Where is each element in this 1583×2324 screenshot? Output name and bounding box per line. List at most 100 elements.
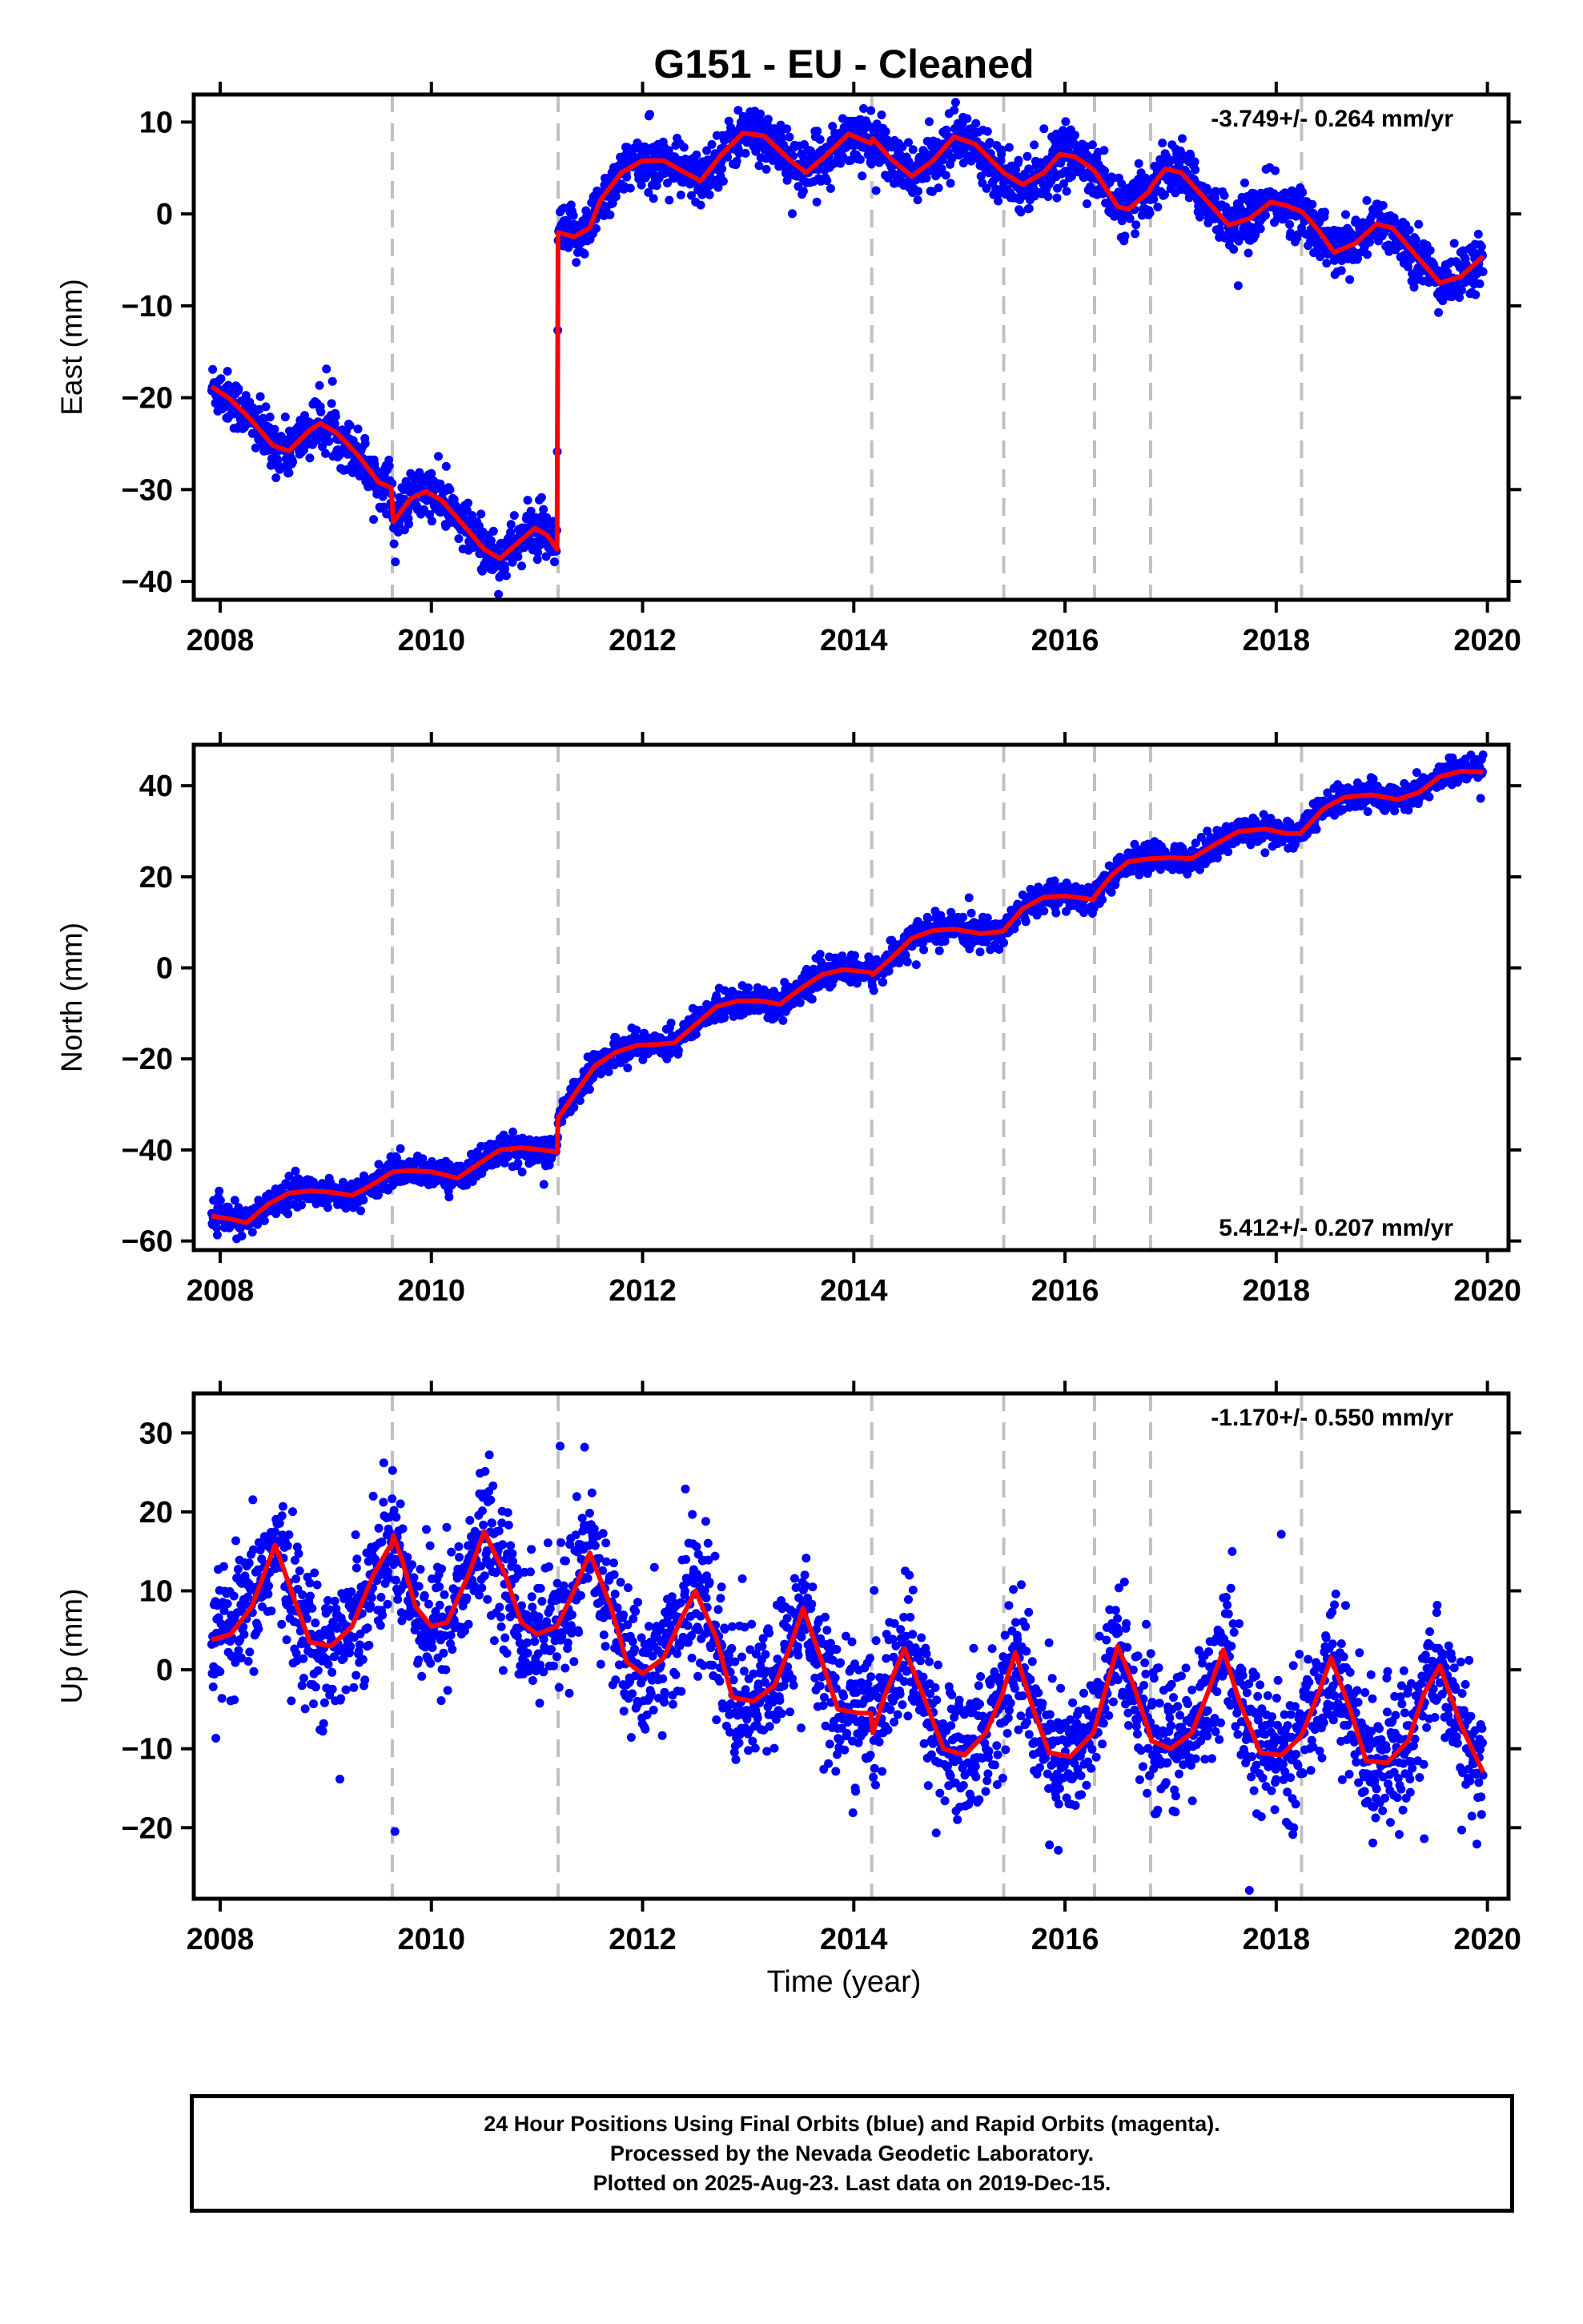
obs-point <box>871 186 881 195</box>
obs-point <box>850 951 859 960</box>
obs-point <box>1100 166 1109 175</box>
obs-point <box>971 119 981 128</box>
obs-point <box>720 986 729 995</box>
obs-point <box>778 1015 788 1025</box>
obs-point <box>934 183 943 193</box>
obs-point <box>966 908 976 918</box>
obs-point <box>604 1067 613 1076</box>
obs-point <box>665 195 674 205</box>
obs-point <box>807 995 817 1004</box>
obs-point <box>251 443 260 452</box>
obs-point <box>1243 248 1253 258</box>
obs-point <box>702 146 712 155</box>
x-tick-label: 2020 <box>1453 624 1521 657</box>
obs-point <box>1478 267 1488 276</box>
obs-point <box>569 1103 579 1112</box>
obs-point <box>1178 134 1187 143</box>
obs-point <box>1341 210 1350 219</box>
obs-point <box>215 1186 224 1196</box>
obs-point <box>1297 223 1307 233</box>
obs-point <box>434 452 443 461</box>
obs-point <box>950 98 960 107</box>
obs-point <box>305 453 315 463</box>
obs-point <box>923 915 933 923</box>
obs-point <box>934 946 944 955</box>
panel-east: 2008 2010 2012 2014 2016 2018 2020−40−30−20−10… <box>55 82 1521 657</box>
y-tick-label: −30 <box>122 473 173 507</box>
obs-point <box>1149 195 1159 204</box>
obs-point <box>353 424 363 434</box>
obs-point <box>941 171 950 180</box>
obs-point <box>877 111 886 119</box>
obs-point <box>331 412 340 421</box>
obs-point <box>696 200 705 210</box>
obs-point <box>1160 190 1170 199</box>
obs-point <box>982 183 991 193</box>
obs-point <box>410 485 420 494</box>
obs-point <box>884 967 894 975</box>
obs-point <box>1004 143 1014 152</box>
obs-point <box>878 977 888 987</box>
obs-point <box>1087 140 1097 150</box>
obs-point <box>572 221 581 230</box>
obs-point <box>322 364 331 374</box>
obs-point <box>1099 146 1109 155</box>
obs-point <box>297 1200 306 1210</box>
obs-point <box>569 211 578 220</box>
obs-point <box>230 1196 239 1205</box>
obs-point <box>1053 183 1062 193</box>
obs-point <box>1336 266 1346 275</box>
obs-point <box>1285 219 1295 229</box>
obs-point <box>723 152 733 162</box>
obs-point <box>673 1046 683 1055</box>
obs-point <box>356 1206 365 1216</box>
obs-point <box>1298 188 1308 197</box>
obs-point <box>394 519 404 529</box>
obs-point <box>997 145 1006 155</box>
obs-point <box>1023 151 1032 161</box>
obs-point <box>985 138 994 147</box>
obs-point <box>1131 220 1141 230</box>
obs-point <box>999 938 1008 947</box>
obs-point <box>291 1166 300 1176</box>
obs-point <box>733 106 743 115</box>
obs-point <box>580 249 589 259</box>
obs-point <box>464 498 472 508</box>
obs-point <box>605 210 615 219</box>
obs-point <box>327 399 336 408</box>
obs-point <box>215 1196 225 1205</box>
obs-point <box>908 145 918 155</box>
obs-point <box>323 1203 332 1212</box>
obs-point <box>732 156 741 166</box>
obs-point <box>1322 259 1332 268</box>
obs-point <box>564 243 573 252</box>
obs-point <box>1120 231 1130 241</box>
obs-point <box>649 194 658 203</box>
obs-point <box>427 517 436 526</box>
obs-point <box>1190 157 1199 167</box>
obs-point <box>623 1063 633 1072</box>
obs-point <box>1286 228 1296 238</box>
obs-point <box>454 534 464 544</box>
obs-point <box>379 502 388 512</box>
obs-point <box>1477 242 1486 251</box>
obs-point <box>763 115 773 124</box>
obs-point <box>761 164 771 174</box>
obs-point <box>798 187 808 196</box>
obs-point <box>1457 285 1466 295</box>
obs-point <box>707 139 717 149</box>
obs-point <box>652 181 661 191</box>
obs-point <box>904 138 913 147</box>
obs-point <box>1024 203 1034 213</box>
obs-point <box>1404 262 1412 271</box>
obs-point <box>976 171 986 181</box>
obs-point <box>321 448 330 458</box>
obs-point <box>288 457 297 467</box>
obs-point <box>283 1209 293 1219</box>
y-tick-label: −10 <box>122 290 173 324</box>
obs-point <box>513 552 523 561</box>
obs-point <box>266 460 275 470</box>
obs-point <box>373 1190 383 1200</box>
obs-point <box>1098 895 1107 904</box>
panel-north: 2008 2010 2012 2014 2016 2018 2020−60−40−20020… <box>55 732 1521 1308</box>
